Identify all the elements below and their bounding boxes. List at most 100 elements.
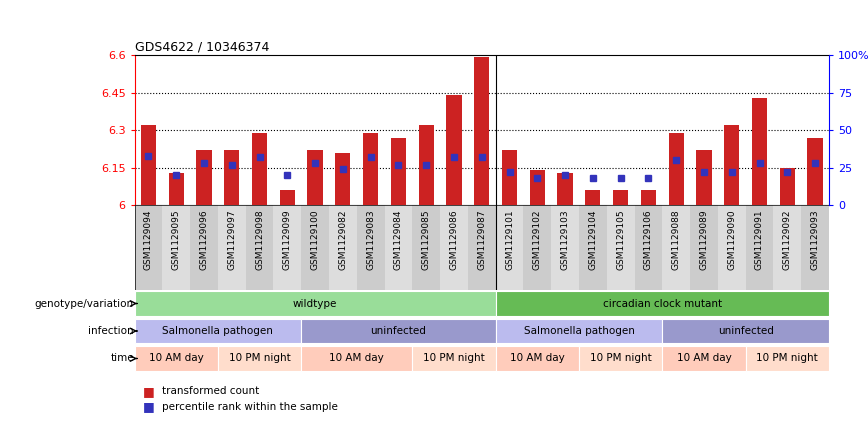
Bar [252, 132, 267, 205]
Bar [502, 150, 517, 205]
Bar [418, 125, 434, 205]
Bar [135, 319, 301, 343]
Bar [773, 205, 801, 290]
Bar [523, 205, 551, 290]
Bar [335, 153, 351, 205]
Text: transformed count: transformed count [162, 386, 260, 396]
Bar [162, 205, 190, 290]
Bar [641, 190, 656, 205]
Bar [551, 205, 579, 290]
Text: uninfected: uninfected [718, 326, 773, 336]
Bar [168, 173, 184, 205]
Bar [496, 319, 662, 343]
Bar [301, 346, 412, 371]
Text: 10 PM night: 10 PM night [423, 354, 485, 363]
Text: GSM1129098: GSM1129098 [255, 209, 264, 270]
Text: GSM1129096: GSM1129096 [200, 209, 208, 270]
Bar [662, 346, 746, 371]
Bar [496, 346, 579, 371]
Bar [412, 205, 440, 290]
Bar [662, 319, 829, 343]
Bar [190, 205, 218, 290]
Bar [635, 205, 662, 290]
Bar [752, 98, 767, 205]
Text: GSM1129102: GSM1129102 [533, 209, 542, 270]
Text: GSM1129093: GSM1129093 [811, 209, 819, 270]
Text: ■: ■ [143, 385, 155, 398]
Bar [718, 205, 746, 290]
Bar [746, 205, 773, 290]
Bar [440, 205, 468, 290]
Bar [468, 205, 496, 290]
Bar [446, 95, 462, 205]
Bar [135, 291, 496, 316]
Text: GSM1129087: GSM1129087 [477, 209, 486, 270]
Text: infection: infection [89, 326, 134, 336]
Text: 10 AM day: 10 AM day [510, 354, 565, 363]
Text: GSM1129090: GSM1129090 [727, 209, 736, 270]
Bar [474, 58, 490, 205]
Bar [246, 205, 273, 290]
Bar [357, 205, 385, 290]
Bar [391, 137, 406, 205]
Bar [585, 190, 601, 205]
Text: genotype/variation: genotype/variation [35, 299, 134, 308]
Text: GSM1129085: GSM1129085 [422, 209, 431, 270]
Text: 10 PM night: 10 PM night [228, 354, 291, 363]
Bar [607, 205, 635, 290]
Text: 10 PM night: 10 PM night [756, 354, 819, 363]
Text: percentile rank within the sample: percentile rank within the sample [162, 402, 339, 412]
Bar [801, 205, 829, 290]
Bar [579, 346, 662, 371]
Bar [141, 125, 156, 205]
Text: Salmonella pathogen: Salmonella pathogen [523, 326, 635, 336]
Bar [529, 170, 545, 205]
Bar [329, 205, 357, 290]
Text: GSM1129100: GSM1129100 [311, 209, 319, 270]
Text: uninfected: uninfected [371, 326, 426, 336]
Bar [135, 205, 162, 290]
Text: GDS4622 / 10346374: GDS4622 / 10346374 [135, 41, 269, 54]
Text: GSM1129106: GSM1129106 [644, 209, 653, 270]
Bar [496, 291, 829, 316]
Text: wildtype: wildtype [293, 299, 338, 308]
Text: GSM1129104: GSM1129104 [589, 209, 597, 270]
Bar [579, 205, 607, 290]
Text: GSM1129089: GSM1129089 [700, 209, 708, 270]
Bar [196, 150, 212, 205]
Bar [690, 205, 718, 290]
Text: GSM1129083: GSM1129083 [366, 209, 375, 270]
Bar [412, 346, 496, 371]
Bar [385, 205, 412, 290]
Bar [273, 205, 301, 290]
Bar [135, 346, 218, 371]
Bar [557, 173, 573, 205]
Bar [807, 137, 823, 205]
Text: 10 AM day: 10 AM day [676, 354, 732, 363]
Bar [363, 132, 378, 205]
Bar [301, 319, 496, 343]
Text: GSM1129105: GSM1129105 [616, 209, 625, 270]
Bar [218, 205, 246, 290]
Bar [279, 190, 295, 205]
Text: 10 PM night: 10 PM night [589, 354, 652, 363]
Text: GSM1129092: GSM1129092 [783, 209, 792, 270]
Text: time: time [110, 354, 134, 363]
Text: GSM1129095: GSM1129095 [172, 209, 181, 270]
Bar [218, 346, 301, 371]
Text: GSM1129088: GSM1129088 [672, 209, 681, 270]
Text: GSM1129086: GSM1129086 [450, 209, 458, 270]
Text: 10 AM day: 10 AM day [329, 354, 385, 363]
Text: circadian clock mutant: circadian clock mutant [602, 299, 722, 308]
Bar [779, 168, 795, 205]
Bar [696, 150, 712, 205]
Bar [746, 346, 829, 371]
Bar [224, 150, 240, 205]
Text: GSM1129097: GSM1129097 [227, 209, 236, 270]
Text: GSM1129099: GSM1129099 [283, 209, 292, 270]
Bar [724, 125, 740, 205]
Bar [301, 205, 329, 290]
Bar [668, 132, 684, 205]
Text: GSM1129103: GSM1129103 [561, 209, 569, 270]
Text: ■: ■ [143, 401, 155, 413]
